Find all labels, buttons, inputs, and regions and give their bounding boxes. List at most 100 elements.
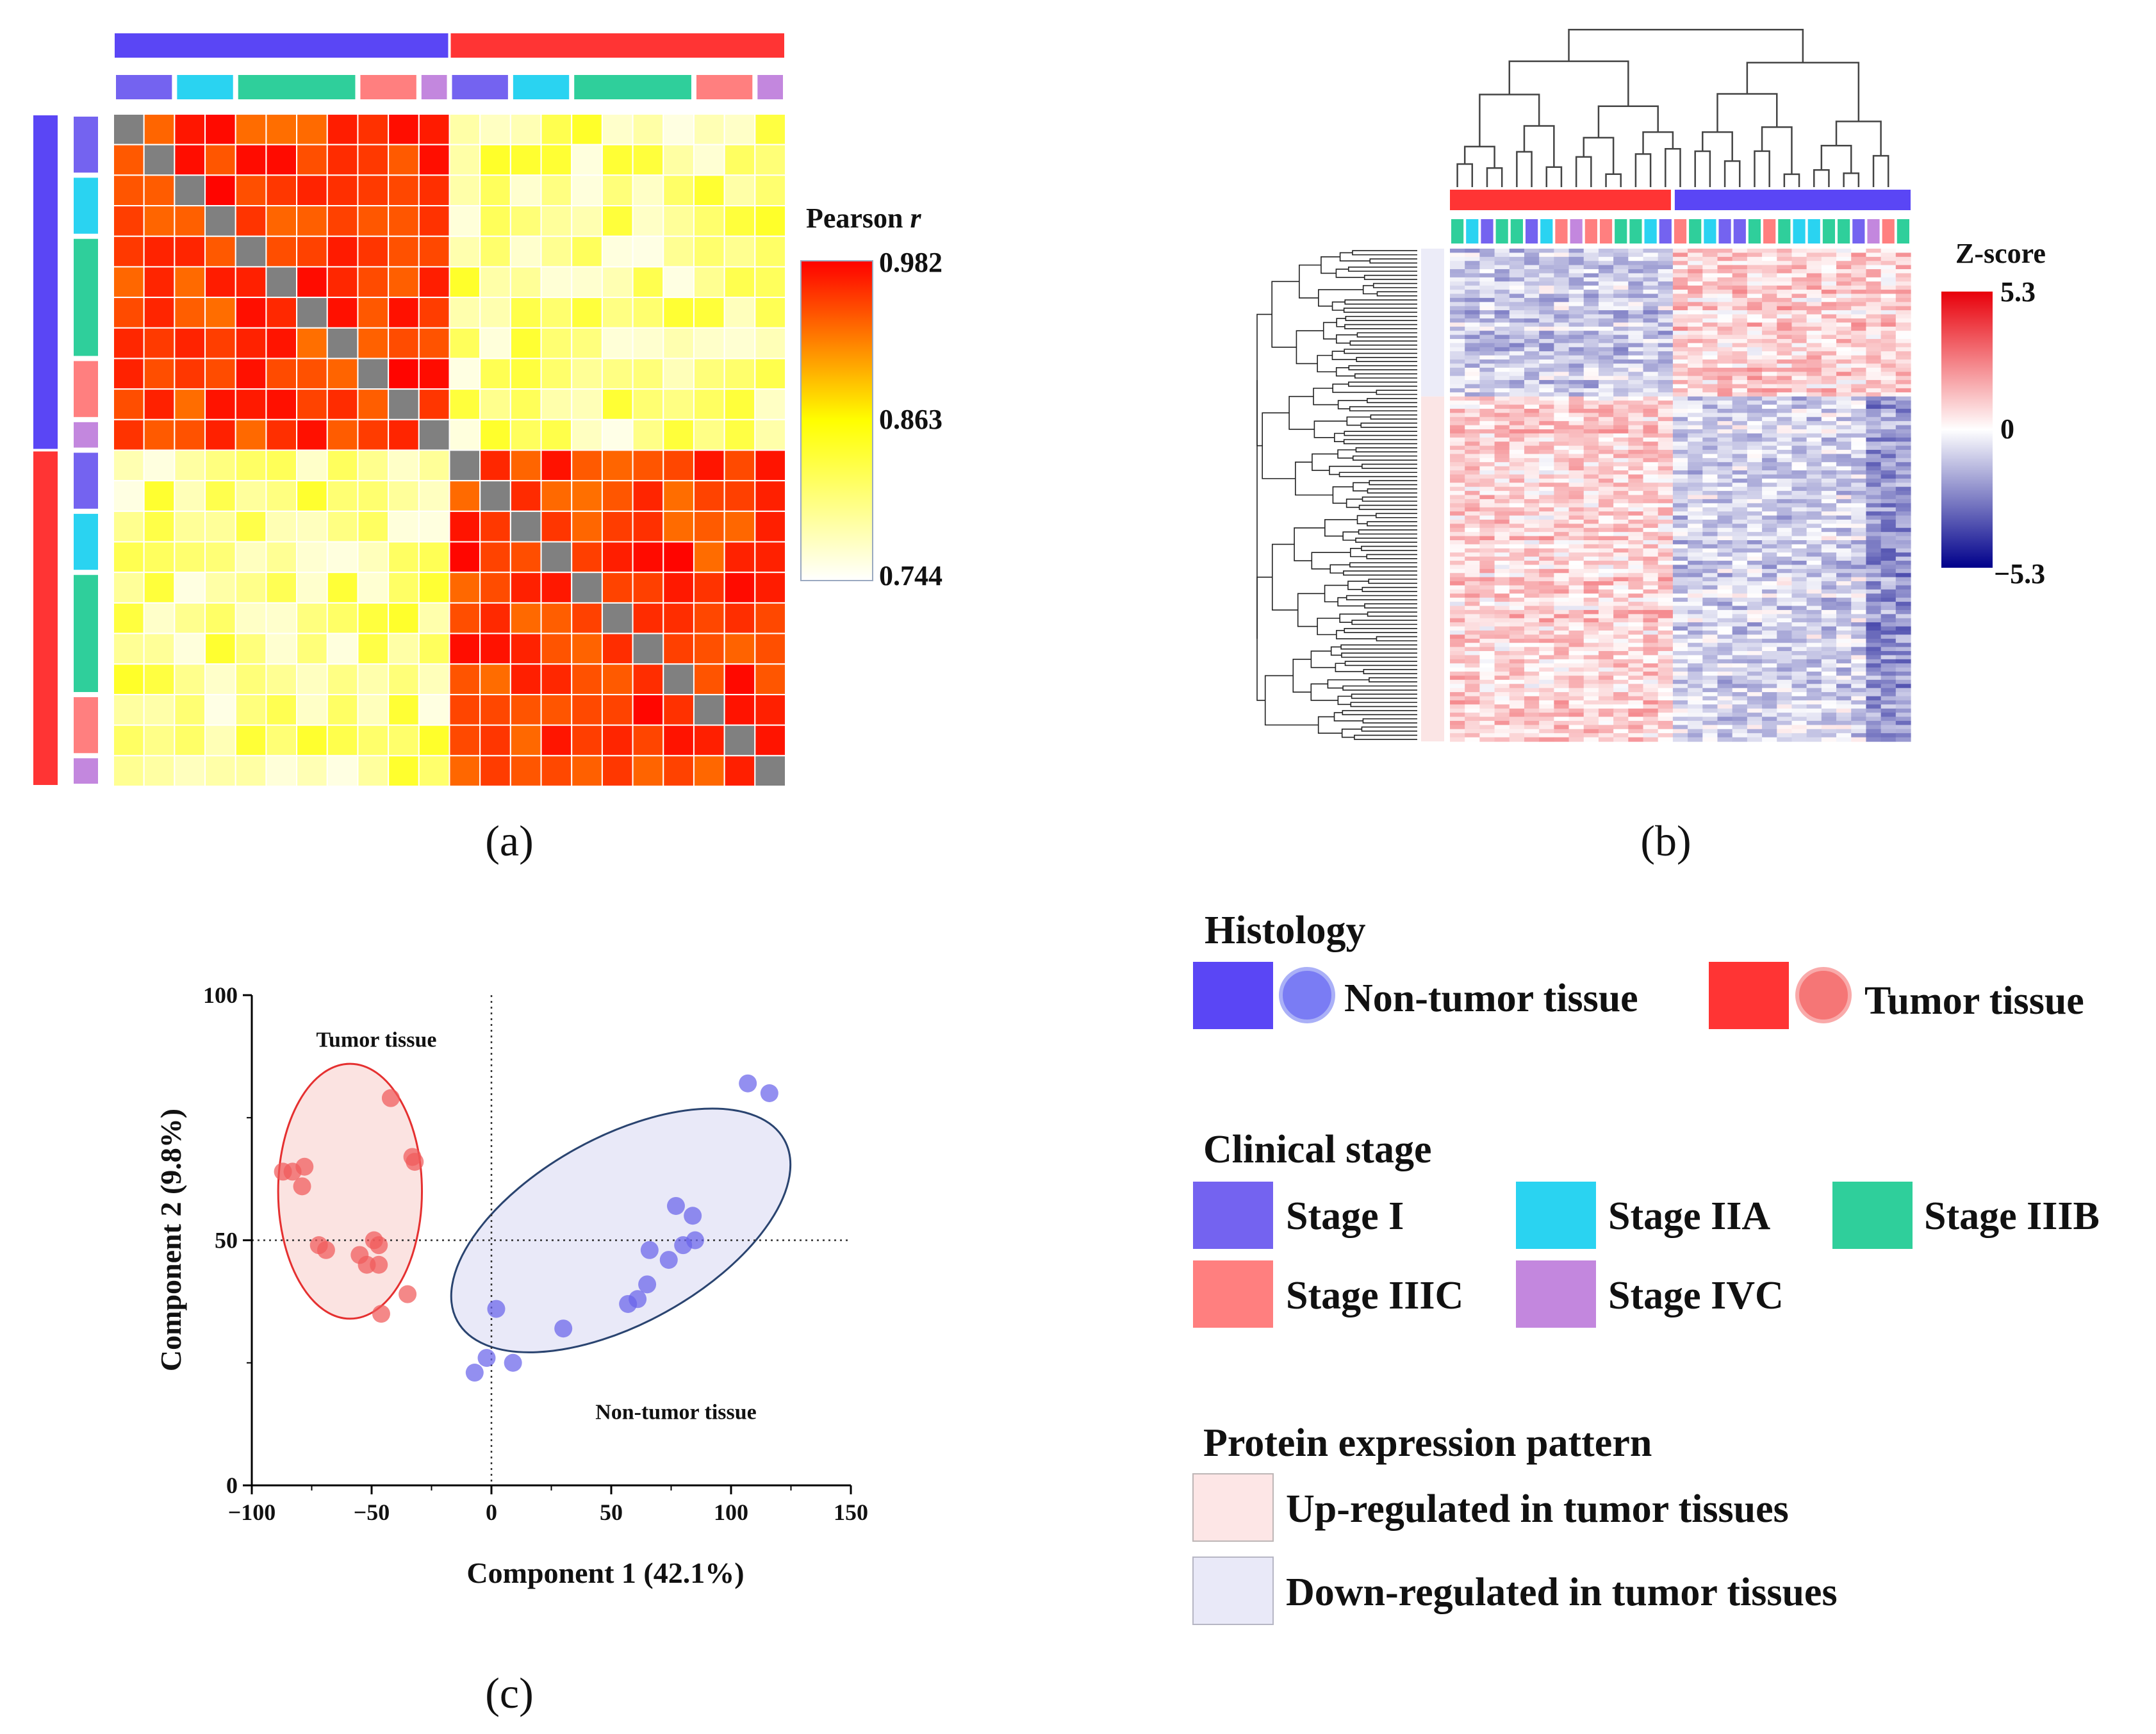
- b-cell-2-30: [1895, 256, 1911, 261]
- b-cell-59-9: [1583, 491, 1599, 496]
- b-cell-80-13: [1643, 577, 1659, 582]
- b-cell-113-13: [1643, 713, 1659, 718]
- b-cell-20-13: [1643, 331, 1659, 336]
- b-cell-0-9: [1583, 249, 1599, 254]
- b-cell-26-16: [1688, 355, 1703, 360]
- a-cell-13-10: [418, 510, 450, 543]
- b-cell-22-16: [1688, 338, 1703, 343]
- b-cell-36-21: [1762, 396, 1777, 401]
- b-cell-57-4: [1509, 483, 1525, 488]
- b-cell-105-19: [1732, 679, 1748, 684]
- b-cell-18-13: [1643, 322, 1659, 327]
- a-cell-16-7: [326, 602, 359, 634]
- b-cell-6-9: [1583, 273, 1599, 278]
- a-cell-21-18: [662, 755, 695, 788]
- b-cell-3-24: [1806, 261, 1822, 266]
- b-cell-7-28: [1866, 277, 1882, 282]
- a-cell-12-12: [479, 480, 511, 512]
- b-cell-97-1: [1465, 647, 1480, 652]
- b-cell-8-15: [1672, 281, 1688, 286]
- a-cell-12-13: [509, 480, 542, 512]
- a-cell-15-16: [601, 572, 634, 604]
- b-cell-113-3: [1494, 713, 1510, 718]
- b-cell-66-22: [1777, 519, 1793, 524]
- b-cell-111-29: [1880, 704, 1897, 709]
- a-cell-20-7: [326, 724, 359, 757]
- a-cell-11-7: [326, 449, 359, 482]
- b-cell-2-8: [1568, 256, 1584, 261]
- b-cell-9-5: [1524, 285, 1540, 290]
- b-cell-8-28: [1866, 281, 1882, 286]
- a-cell-19-21: [754, 693, 787, 726]
- b-cell-38-16: [1688, 404, 1703, 409]
- b-cell-34-4: [1509, 388, 1525, 393]
- b-cell-117-1: [1465, 729, 1480, 734]
- b-cell-45-1: [1465, 433, 1480, 438]
- c-annotation-non-tumor: Non-tumor tissue: [595, 1401, 757, 1424]
- a-cell-11-10: [418, 449, 450, 482]
- b-cell-103-25: [1821, 672, 1837, 677]
- b-cell-111-13: [1643, 704, 1659, 709]
- b-cell-108-24: [1806, 692, 1822, 697]
- b-cell-36-3: [1494, 396, 1510, 401]
- b-cell-1-8: [1568, 252, 1584, 258]
- b-cell-59-18: [1717, 491, 1733, 496]
- b-cell-17-24: [1806, 318, 1822, 323]
- b-cell-34-24: [1806, 388, 1822, 393]
- b-cell-49-23: [1791, 450, 1807, 455]
- b-cell-55-13: [1643, 474, 1659, 479]
- a-cell-18-8: [357, 663, 390, 695]
- b-cell-71-16: [1688, 540, 1703, 545]
- b-cell-42-2: [1479, 421, 1495, 426]
- b-cell-98-8: [1568, 651, 1584, 656]
- b-cell-50-18: [1717, 454, 1733, 459]
- b-cell-13-13: [1643, 302, 1659, 307]
- b-cell-8-16: [1688, 281, 1703, 286]
- b-cell-90-1: [1465, 618, 1480, 623]
- b-cell-42-14: [1658, 421, 1674, 426]
- b-cell-26-15: [1672, 355, 1688, 360]
- b-cell-114-23: [1791, 716, 1807, 722]
- b-cell-56-4: [1509, 478, 1525, 483]
- b-cell-90-9: [1583, 618, 1599, 623]
- b-cell-35-30: [1895, 392, 1911, 397]
- b-dendro-row-leaf-48: [1355, 447, 1417, 453]
- a-cell-9-0: [113, 388, 145, 420]
- b-cell-110-16: [1688, 700, 1703, 705]
- a-cell-19-11: [448, 693, 481, 726]
- b-colorbar-min: −5.3: [1994, 558, 2045, 590]
- b-cell-101-20: [1747, 663, 1763, 668]
- b-cell-52-23: [1791, 462, 1807, 467]
- b-cell-103-2: [1479, 672, 1495, 677]
- b-cell-106-5: [1524, 684, 1540, 689]
- a-cell-15-15: [571, 572, 603, 604]
- b-cell-70-10: [1598, 536, 1614, 541]
- b-cell-17-13: [1643, 318, 1659, 323]
- b-cell-62-1: [1465, 503, 1480, 508]
- b-cell-48-24: [1806, 445, 1822, 450]
- a-cell-13-17: [632, 510, 664, 543]
- b-cell-66-14: [1658, 519, 1674, 524]
- b-cell-50-19: [1732, 454, 1748, 459]
- b-cell-29-25: [1821, 367, 1837, 372]
- b-top-stage-stage_i-5: [1525, 219, 1538, 244]
- b-cell-51-6: [1539, 458, 1554, 463]
- a-cell-9-8: [357, 388, 390, 420]
- b-cell-68-8: [1568, 527, 1584, 533]
- a-cell-8-18: [662, 358, 695, 390]
- a-cell-19-3: [204, 693, 236, 726]
- b-cell-101-0: [1450, 663, 1465, 668]
- b-dendro-row-node-0-6: [1331, 301, 1345, 311]
- b-cell-3-12: [1628, 261, 1644, 266]
- b-cell-110-14: [1658, 700, 1674, 705]
- a-cell-2-15: [571, 174, 603, 207]
- b-cell-95-22: [1777, 638, 1793, 643]
- b-cell-79-4: [1509, 573, 1525, 578]
- b-cell-116-7: [1554, 725, 1570, 730]
- b-cell-52-11: [1613, 462, 1629, 467]
- b-cell-1-13: [1643, 252, 1659, 258]
- b-cell-89-14: [1658, 614, 1674, 619]
- b-cell-77-30: [1895, 565, 1911, 570]
- b-cell-30-6: [1539, 372, 1554, 377]
- b-cell-10-10: [1598, 290, 1614, 295]
